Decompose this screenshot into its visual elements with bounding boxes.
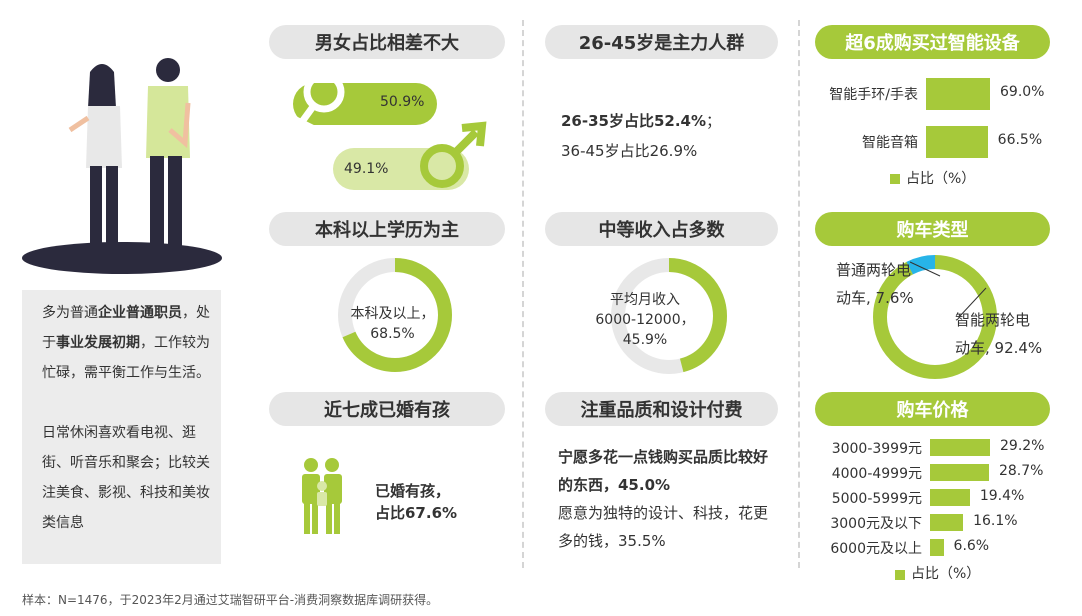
quality-line2: 愿意为独特的设计、科技，花更多的钱，35.5% xyxy=(558,504,769,550)
marriage-line1: 已婚有孩， xyxy=(375,482,451,500)
desc-text: ，工作较为忙碌，需平衡工作与生活。 xyxy=(42,335,210,381)
bar-category-label: 智能音箱 xyxy=(862,135,918,151)
bar-value-label: 6.6% xyxy=(953,537,990,554)
male-icon xyxy=(420,121,487,188)
bar xyxy=(926,78,990,110)
bar-value-label: 69.0% xyxy=(1000,84,1045,100)
male-value: 49.1% xyxy=(344,161,389,177)
age-line1-suffix: ； xyxy=(706,112,722,130)
car-price-title: 购车价格 xyxy=(815,392,1050,426)
car-type-label-b: 智能两轮电 动车, 92.4% xyxy=(955,306,1042,362)
income-value: 45.9% xyxy=(622,332,668,348)
couple-illustration xyxy=(22,58,222,274)
quality-line1: 宁愿多花一点钱购买品质比较好的东西，45.0% xyxy=(558,448,769,494)
education-label-block: 本科及以上， 68.5% xyxy=(340,304,445,344)
education-label: 本科及以上， xyxy=(350,306,435,322)
age-line1: 26-35岁占比52.4% xyxy=(561,112,707,130)
bar xyxy=(930,489,970,506)
marriage-text: 已婚有孩， 占比67.6% xyxy=(375,480,457,524)
family-icon xyxy=(302,458,342,534)
quality-text: 宁愿多花一点钱购买品质比较好的东西，45.0% 愿意为独特的设计、科技，花更多的… xyxy=(558,443,773,555)
legend-swatch xyxy=(895,570,905,580)
car-type-donut xyxy=(873,255,997,379)
bar-value-label: 28.7% xyxy=(998,462,1044,479)
bar-value-label: 16.1% xyxy=(973,512,1018,529)
desc-highlight: 事业发展初期 xyxy=(56,335,140,351)
bar xyxy=(930,539,944,556)
car-type-b2: 动车, 92.4% xyxy=(955,339,1043,357)
car-type-leaders xyxy=(909,261,987,317)
price-legend: 占比（%） xyxy=(911,566,981,582)
smart-legend: 占比（%） xyxy=(906,171,976,187)
income-line2: 6000-12000， xyxy=(595,312,695,328)
education-title: 本科以上学历为主 xyxy=(269,212,505,246)
desc-text: 多为普通 xyxy=(42,305,98,321)
footnote: 样本：N=1476，于2023年2月通过艾瑞智研平台-消费洞察数据库调研获得。 xyxy=(22,593,439,607)
bar xyxy=(930,514,964,531)
income-title: 中等收入占多数 xyxy=(545,212,778,246)
desc-text: ，处于 xyxy=(42,305,210,351)
income-line1: 平均月收入 xyxy=(610,292,680,308)
car-type-b1: 智能两轮电 xyxy=(955,311,1031,329)
bar-value-label: 19.4% xyxy=(979,487,1025,504)
marriage-line2: 占比67.6% xyxy=(375,504,458,522)
car-type-a2: 动车, 7.6% xyxy=(836,289,914,307)
smart-title: 超6成购买过智能设备 xyxy=(815,25,1050,59)
bar xyxy=(926,126,988,158)
car-type-a1: 普通两轮电 xyxy=(836,261,912,279)
female-value: 50.9% xyxy=(380,94,425,110)
bar-category-label: 3000元及以下 xyxy=(830,515,922,532)
income-arc xyxy=(611,258,727,374)
bar-value-label: 66.5% xyxy=(997,132,1043,148)
bar-category-label: 5000-5999元 xyxy=(831,490,922,507)
age-text: 26-35岁占比52.4%； 36-45岁占比26.9% xyxy=(561,106,721,166)
quality-title: 注重品质和设计付费 xyxy=(545,392,778,426)
education-arc xyxy=(338,258,452,372)
gender-title: 男女占比相差不大 xyxy=(269,25,505,59)
divider xyxy=(798,20,800,568)
bar-category-label: 6000元及以上 xyxy=(830,540,922,557)
divider xyxy=(522,20,524,568)
education-donut xyxy=(338,258,452,372)
bar xyxy=(930,464,989,481)
desc-highlight: 企业普通职员 xyxy=(98,305,182,321)
age-line2: 36-45岁占比26.9% xyxy=(561,142,698,160)
legend-swatch xyxy=(890,174,900,184)
female-icon xyxy=(290,71,345,133)
income-donut xyxy=(611,258,727,374)
education-value: 68.5% xyxy=(370,326,415,342)
car-type-title: 购车类型 xyxy=(815,212,1050,246)
marriage-title: 近七成已婚有孩 xyxy=(269,392,505,426)
income-label-block: 平均月收入 6000-12000， 45.9% xyxy=(580,290,710,350)
car-type-smart-arc xyxy=(873,255,997,379)
bar-value-label: 29.2% xyxy=(1000,437,1045,454)
persona-description: 多为普通企业普通职员，处于事业发展初期，工作较为忙碌，需平衡工作与生活。 日常休… xyxy=(22,290,221,564)
desc-hobbies: 日常休闲喜欢看电视、逛街、听音乐和聚会；比较关注美食、影视、科技和美妆类信息 xyxy=(42,425,210,531)
bar xyxy=(930,439,990,456)
bar-category-label: 3000-3999元 xyxy=(831,440,922,457)
bar-category-label: 4000-4999元 xyxy=(831,465,922,482)
bar-category-label: 智能手环/手表 xyxy=(829,87,918,103)
age-title: 26-45岁是主力人群 xyxy=(545,25,778,59)
car-type-label-a: 普通两轮电 动车, 7.6% xyxy=(836,256,914,312)
